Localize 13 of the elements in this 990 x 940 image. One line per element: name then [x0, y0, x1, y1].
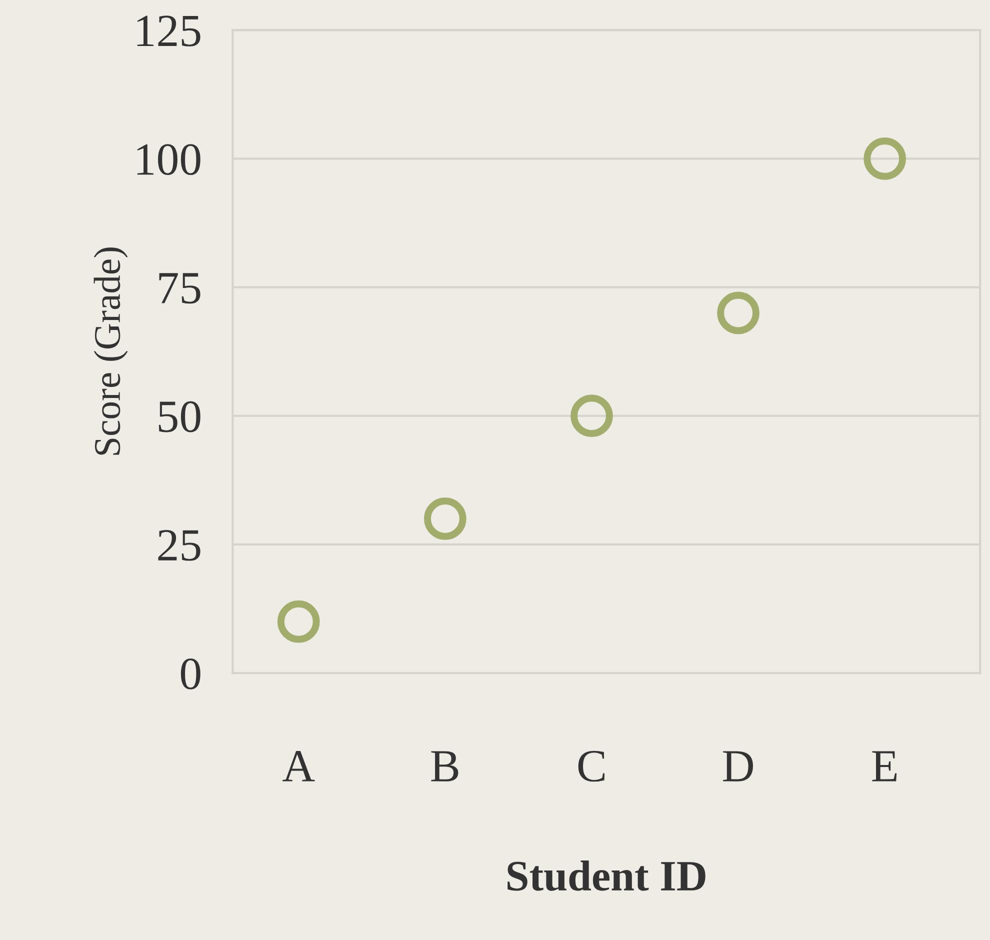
y-tick-label: 125 [137, 16, 200, 46]
y-tick-label: 100 [137, 144, 200, 176]
x-axis-title: Student ID [508, 860, 706, 891]
y-tick-label: 25 [158, 530, 200, 561]
y-tick-label: 0 [180, 658, 200, 690]
x-tick-label: E [872, 751, 897, 782]
x-tick-label: C [578, 750, 604, 782]
x-tick-label: D [723, 751, 753, 782]
x-tick-label: B [431, 751, 458, 782]
x-tick-label: A [282, 750, 315, 782]
y-tick-label: 50 [158, 401, 200, 432]
y-axis-title: Score (Grade) [94, 248, 128, 455]
y-tick-label: 75 [159, 273, 200, 304]
